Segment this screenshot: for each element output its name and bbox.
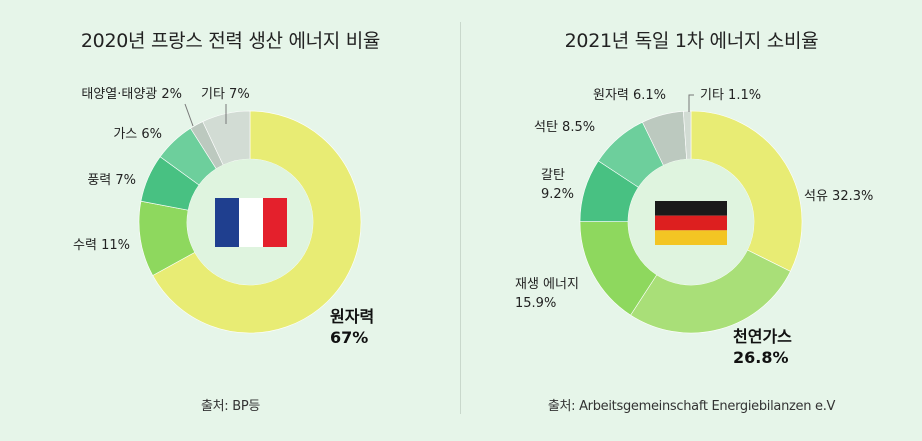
chart-title: 2021년 독일 1차 에너지 소비율: [564, 30, 819, 52]
slice-label-수력: 수력 11%: [73, 238, 130, 253]
chart-source: 출처: Arbeitsgemeinschaft Energiebilanzen …: [547, 399, 836, 414]
slice-label-석유: 석유 32.3%: [804, 189, 873, 204]
flag-stripe-red: [263, 198, 287, 247]
flag-stripe-red: [655, 215, 727, 231]
slice-label-원자력: 원자력: [330, 307, 374, 326]
label-leader-line: [688, 94, 694, 112]
slice-label-기타: 기타 1.1%: [700, 88, 761, 103]
slice-label-갈탄: 갈탄: [541, 168, 565, 183]
donut-chart-france: 원자력 67% 수력 11% 풍력 7% 가스 6% 태양열·태양광 2% 기타 7%: [73, 87, 374, 347]
slice-label-태양열-태양광: 태양열·태양광 2%: [81, 87, 182, 102]
flag-stripe-black: [655, 201, 727, 216]
chart-panel-france: 2020년 프랑스 전력 생산 에너지 비율 원자력 67% 수력 11% 풍력 7%…: [73, 30, 381, 414]
slice-label-천연가스: 천연가스: [733, 327, 792, 346]
slice-label-가스: 가스 6%: [113, 127, 162, 142]
germany-flag: [655, 201, 727, 245]
slice-label-기타: 기타 7%: [201, 87, 250, 102]
slice-label-재생-에너지-value: 15.9%: [515, 296, 556, 311]
chart-title: 2020년 프랑스 전력 생산 에너지 비율: [80, 30, 381, 52]
slice-label-풍력: 풍력 7%: [87, 173, 136, 188]
slice-label-석탄: 석탄 8.5%: [534, 120, 595, 135]
donut-chart-germany: 석유 32.3% 천연가스 26.8% 재생 에너지 15.9% 갈탄 9.2% 석탄 8.5…: [515, 88, 873, 367]
slice-label-갈탄-value: 9.2%: [541, 187, 574, 202]
slice-label-재생-에너지: 재생 에너지: [515, 277, 579, 292]
slice-label-원자력: 원자력 6.1%: [593, 88, 666, 103]
label-leader-line: [184, 103, 194, 127]
flag-stripe-white: [239, 198, 263, 247]
france-flag: [215, 198, 287, 247]
slice-label-원자력-value: 67%: [330, 328, 368, 347]
chart-panel-germany: 2021년 독일 1차 에너지 소비율 석유 32.3% 천연가스 26.8% 재생 …: [461, 0, 922, 441]
slice-label-천연가스-value: 26.8%: [733, 348, 789, 367]
chart-source: 출처: BP등: [200, 399, 261, 414]
flag-stripe-blue: [215, 198, 239, 247]
flag-stripe-gold: [655, 230, 727, 245]
panel-divider: [460, 22, 461, 414]
